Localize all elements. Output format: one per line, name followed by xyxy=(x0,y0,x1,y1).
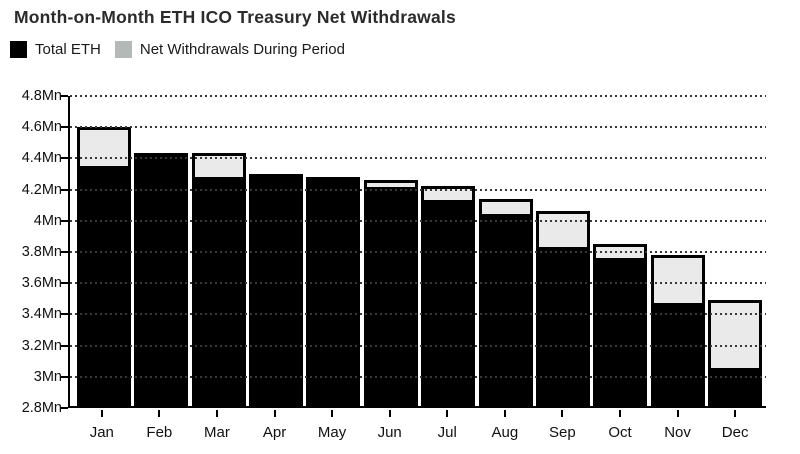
plot-area xyxy=(61,95,766,409)
y-axis-label-4.2Mn: 4.2Mn xyxy=(21,181,62,198)
gridline-4Mn xyxy=(70,219,766,222)
x-tick-dec xyxy=(734,410,737,417)
y-tick-3.8Mn xyxy=(61,251,68,253)
x-cell-jan: Jan xyxy=(75,410,129,441)
x-tick-oct xyxy=(618,410,621,417)
bar-jul-net-withdrawal-segment xyxy=(424,189,473,200)
y-axis-label-3Mn: 3Mn xyxy=(33,368,62,385)
month-label-oct: Oct xyxy=(608,424,632,441)
month-label-jun: Jun xyxy=(377,424,402,441)
x-cell-jul: Jul xyxy=(420,410,474,441)
bar-jun-net-withdrawal-segment xyxy=(366,182,415,188)
bar-jul xyxy=(421,186,476,406)
legend: Total ETH Net Withdrawals During Period xyxy=(10,41,345,58)
gridline-3.6Mn xyxy=(70,282,766,285)
x-cell-sep: Sep xyxy=(535,410,589,441)
bar-jun xyxy=(363,179,418,406)
month-label-aug: Aug xyxy=(491,424,519,441)
y-axis-label-3.8Mn: 3.8Mn xyxy=(21,244,62,260)
x-tick-jun xyxy=(388,410,391,417)
bar-nov-net-withdrawal-segment xyxy=(653,257,702,303)
x-tick-jul xyxy=(446,410,449,417)
gridline-4.2Mn xyxy=(70,188,766,191)
month-label-apr: Apr xyxy=(262,424,287,441)
month-label-dec: Dec xyxy=(721,424,749,441)
month-label-may: May xyxy=(317,424,347,441)
legend-swatch-net-withdrawals xyxy=(114,41,132,58)
x-tick-aug xyxy=(503,410,506,417)
gridline-4.6Mn xyxy=(70,126,766,129)
bar-mar-net-withdrawal-segment xyxy=(194,156,243,177)
bar-aug-net-withdrawal-segment xyxy=(481,201,530,214)
bar-feb xyxy=(134,153,189,406)
legend-swatch-total-eth xyxy=(10,41,27,58)
x-cell-dec: Dec xyxy=(708,410,762,441)
y-tick-4.2Mn xyxy=(61,188,68,191)
bar-may xyxy=(306,176,361,406)
x-cell-aug: Aug xyxy=(478,410,532,441)
bar-sep xyxy=(535,211,590,406)
bar-mar xyxy=(191,153,246,406)
x-tick-feb xyxy=(158,410,161,417)
y-tick-2.8Mn xyxy=(61,407,68,409)
y-axis-label-3.4Mn: 3.4Mn xyxy=(21,306,62,323)
x-tick-apr xyxy=(273,410,276,417)
x-cell-feb: Feb xyxy=(132,410,186,441)
x-cell-jun: Jun xyxy=(363,410,417,441)
month-label-jul: Jul xyxy=(437,424,457,441)
x-cell-oct: Oct xyxy=(593,410,647,441)
gridline-3.8Mn xyxy=(70,251,766,253)
month-label-feb: Feb xyxy=(146,424,173,441)
x-tick-sep xyxy=(561,410,564,417)
legend-item-net-withdrawals: Net Withdrawals During Period xyxy=(114,41,345,58)
bar-dec xyxy=(708,299,763,406)
bar-jan xyxy=(76,126,131,406)
y-axis-label-4.8Mn: 4.8Mn xyxy=(21,88,62,104)
y-tick-4.4Mn xyxy=(61,157,68,160)
legend-label-net-withdrawals: Net Withdrawals During Period xyxy=(139,41,345,58)
chart-title: Month-on-Month ETH ICO Treasury Net With… xyxy=(14,7,456,27)
y-axis-label-2.8Mn: 2.8Mn xyxy=(21,400,62,416)
x-cell-mar: Mar xyxy=(190,410,244,441)
bar-oct xyxy=(593,243,648,406)
month-label-nov: Nov xyxy=(664,424,691,441)
bar-apr xyxy=(248,173,303,406)
y-axis-label-4.4Mn: 4.4Mn xyxy=(21,150,62,167)
y-axis-label-4Mn: 4Mn xyxy=(33,212,62,229)
x-axis-labels: Jan Feb Mar Apr May Jun Jul Aug Sep Oct Nov Dec xyxy=(68,410,766,441)
y-axis-label-3.6Mn: 3.6Mn xyxy=(21,275,62,292)
bars-container xyxy=(70,96,766,406)
y-axis-label-3.2Mn: 3.2Mn xyxy=(21,337,62,354)
gridline-4.8Mn xyxy=(70,95,766,97)
bar-aug xyxy=(478,198,533,406)
gridline-4.4Mn xyxy=(70,157,766,160)
x-cell-nov: Nov xyxy=(651,410,705,441)
month-label-jan: Jan xyxy=(89,424,114,441)
y-tick-3.6Mn xyxy=(61,282,68,285)
y-tick-3.4Mn xyxy=(61,313,68,316)
legend-label-total-eth: Total ETH xyxy=(35,41,101,58)
y-tick-4Mn xyxy=(61,219,68,222)
y-axis-label-4.6Mn: 4.6Mn xyxy=(21,119,62,136)
x-tick-may xyxy=(331,410,334,417)
x-cell-apr: Apr xyxy=(248,410,302,441)
month-label-mar: Mar xyxy=(204,424,230,441)
x-cell-may: May xyxy=(305,410,359,441)
gridline-3Mn xyxy=(70,375,766,378)
bar-sep-net-withdrawal-segment xyxy=(538,214,587,247)
y-tick-3Mn xyxy=(61,375,68,378)
y-tick-4.8Mn xyxy=(61,95,68,97)
gridline-3.4Mn xyxy=(70,313,766,316)
gridline-3.2Mn xyxy=(70,344,766,347)
month-label-sep: Sep xyxy=(549,424,576,441)
y-tick-3.2Mn xyxy=(61,344,68,347)
x-tick-nov xyxy=(676,410,679,417)
x-tick-mar xyxy=(215,410,218,417)
y-tick-4.6Mn xyxy=(61,126,68,129)
x-tick-jan xyxy=(100,410,103,417)
legend-item-total-eth: Total ETH xyxy=(10,41,101,58)
bar-nov xyxy=(650,254,705,406)
bar-jan-net-withdrawal-segment xyxy=(79,129,128,166)
